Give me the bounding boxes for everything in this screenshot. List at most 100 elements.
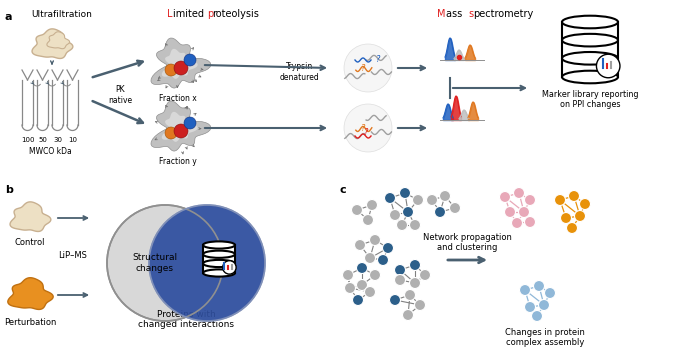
Circle shape [554, 195, 566, 205]
Circle shape [369, 234, 380, 245]
Ellipse shape [107, 205, 223, 321]
Circle shape [369, 269, 380, 281]
Text: ?: ? [376, 56, 380, 65]
Polygon shape [151, 38, 211, 88]
Circle shape [351, 204, 362, 216]
Circle shape [419, 269, 430, 281]
Text: Changes in protein
complex assembly: Changes in protein complex assembly [505, 328, 585, 347]
Circle shape [395, 274, 406, 286]
Circle shape [356, 280, 367, 290]
Circle shape [362, 215, 373, 225]
Text: Marker library reporting
on PPI changes: Marker library reporting on PPI changes [542, 90, 638, 109]
Circle shape [519, 207, 530, 217]
Circle shape [538, 299, 549, 310]
Circle shape [525, 302, 536, 313]
Text: ?: ? [364, 128, 369, 137]
Text: pectrometry: pectrometry [473, 9, 534, 19]
Circle shape [344, 44, 392, 92]
Circle shape [223, 261, 236, 274]
Circle shape [532, 310, 543, 322]
Ellipse shape [562, 16, 618, 28]
Circle shape [344, 104, 392, 152]
Circle shape [342, 269, 353, 281]
Circle shape [569, 191, 580, 201]
Circle shape [165, 127, 177, 139]
Polygon shape [162, 49, 198, 79]
Text: Trypsin
denatured: Trypsin denatured [280, 62, 320, 82]
Polygon shape [32, 29, 73, 58]
Circle shape [412, 195, 423, 205]
Text: Fraction x: Fraction x [159, 94, 197, 103]
Circle shape [414, 299, 425, 310]
Circle shape [560, 212, 571, 224]
Text: Control: Control [15, 238, 45, 247]
Polygon shape [203, 245, 235, 273]
Text: imited: imited [173, 9, 207, 19]
Ellipse shape [562, 71, 618, 83]
Circle shape [427, 195, 438, 205]
Circle shape [390, 209, 401, 220]
Circle shape [356, 262, 367, 273]
Circle shape [366, 200, 377, 211]
Text: s: s [468, 9, 473, 19]
Text: roteolysis: roteolysis [212, 9, 260, 19]
Polygon shape [151, 101, 211, 151]
Circle shape [353, 294, 364, 306]
Circle shape [384, 192, 395, 204]
Circle shape [580, 199, 590, 209]
Ellipse shape [203, 250, 235, 258]
Circle shape [566, 223, 577, 233]
Ellipse shape [203, 260, 235, 267]
Circle shape [512, 217, 523, 228]
Circle shape [514, 188, 525, 199]
Circle shape [165, 64, 177, 76]
Text: Proteins with
changed interactions: Proteins with changed interactions [138, 310, 234, 329]
Circle shape [382, 242, 393, 253]
Circle shape [534, 281, 545, 291]
Ellipse shape [149, 205, 265, 321]
Circle shape [440, 191, 451, 201]
Circle shape [377, 254, 388, 265]
Text: ?: ? [360, 125, 365, 134]
Text: M: M [437, 9, 445, 19]
Circle shape [403, 310, 414, 321]
Ellipse shape [149, 205, 265, 321]
Polygon shape [10, 202, 51, 232]
Text: 10: 10 [68, 137, 77, 143]
Ellipse shape [203, 241, 235, 249]
Circle shape [410, 277, 421, 289]
Text: PK
native: PK native [108, 85, 132, 105]
Text: Network propagation
and clustering: Network propagation and clustering [423, 233, 512, 252]
Text: a: a [5, 12, 12, 22]
Polygon shape [47, 32, 70, 49]
Polygon shape [562, 22, 618, 77]
Text: MWCO kDa: MWCO kDa [29, 147, 71, 156]
Text: b: b [5, 185, 13, 195]
Circle shape [345, 282, 356, 294]
Circle shape [405, 290, 416, 301]
Circle shape [184, 54, 196, 66]
Circle shape [395, 265, 406, 276]
Text: Ultrafiltration: Ultrafiltration [32, 10, 92, 19]
Circle shape [364, 286, 375, 298]
Circle shape [504, 207, 516, 217]
Circle shape [174, 61, 188, 75]
Circle shape [364, 253, 375, 264]
Ellipse shape [562, 34, 618, 46]
Text: ass: ass [447, 9, 466, 19]
Circle shape [545, 287, 556, 298]
Circle shape [390, 294, 401, 306]
Circle shape [410, 260, 421, 270]
Text: p: p [207, 9, 213, 19]
Circle shape [525, 216, 536, 228]
Circle shape [174, 124, 188, 138]
Text: LiP–MS: LiP–MS [58, 252, 88, 261]
Circle shape [449, 203, 460, 213]
Text: Perturbation: Perturbation [4, 318, 56, 327]
Ellipse shape [562, 52, 618, 65]
Circle shape [397, 220, 408, 231]
Text: 100: 100 [21, 137, 34, 143]
Circle shape [519, 285, 530, 295]
Text: 30: 30 [53, 137, 62, 143]
Text: 50: 50 [38, 137, 47, 143]
